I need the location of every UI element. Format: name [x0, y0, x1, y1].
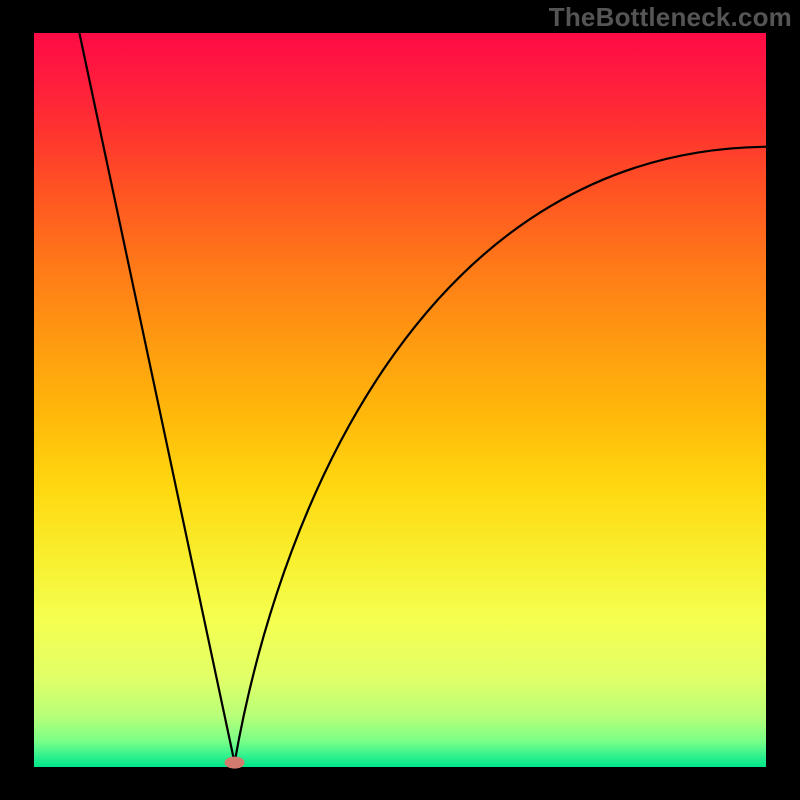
chart-container: TheBottleneck.com	[0, 0, 800, 800]
minimum-marker	[225, 757, 245, 769]
watermark-text: TheBottleneck.com	[549, 2, 792, 33]
bottleneck-chart	[0, 0, 800, 800]
plot-background	[34, 33, 766, 767]
